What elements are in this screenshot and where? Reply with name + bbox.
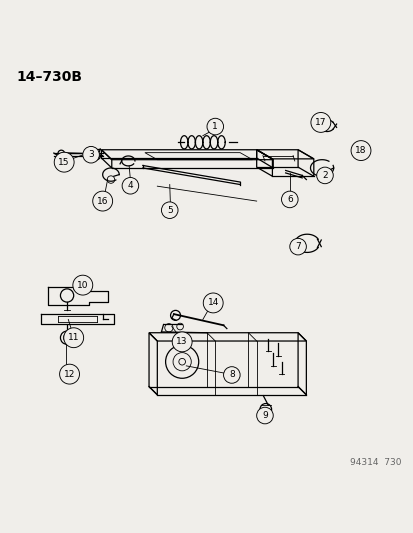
Circle shape [172,332,192,352]
Text: 8: 8 [228,370,234,379]
Circle shape [203,293,223,313]
Circle shape [93,191,112,211]
Circle shape [161,202,178,219]
Circle shape [281,191,297,208]
Circle shape [122,177,138,194]
Text: 17: 17 [314,118,326,127]
Circle shape [59,364,79,384]
Text: 13: 13 [176,337,188,346]
Circle shape [256,407,273,424]
Circle shape [206,118,223,135]
Text: 14: 14 [207,298,218,308]
Text: 18: 18 [354,146,366,155]
Circle shape [289,238,306,255]
Text: 15: 15 [58,158,70,167]
Circle shape [350,141,370,160]
Text: 4: 4 [127,181,133,190]
Circle shape [83,147,99,163]
Text: 16: 16 [97,197,108,206]
Text: 3: 3 [88,150,94,159]
Text: 11: 11 [68,333,79,342]
Circle shape [316,167,332,184]
Text: 12: 12 [64,370,75,378]
Circle shape [73,275,93,295]
Text: 2: 2 [321,171,327,180]
Text: 9: 9 [261,411,267,420]
Text: 94314  730: 94314 730 [349,458,401,467]
Text: 10: 10 [77,281,88,289]
Circle shape [64,328,83,348]
Circle shape [223,367,240,383]
Text: 5: 5 [166,206,172,215]
Text: 7: 7 [294,242,300,251]
Text: 6: 6 [286,195,292,204]
Circle shape [54,152,74,172]
Text: 14–730B: 14–730B [17,70,82,84]
Text: 1: 1 [212,122,218,131]
Circle shape [310,112,330,132]
